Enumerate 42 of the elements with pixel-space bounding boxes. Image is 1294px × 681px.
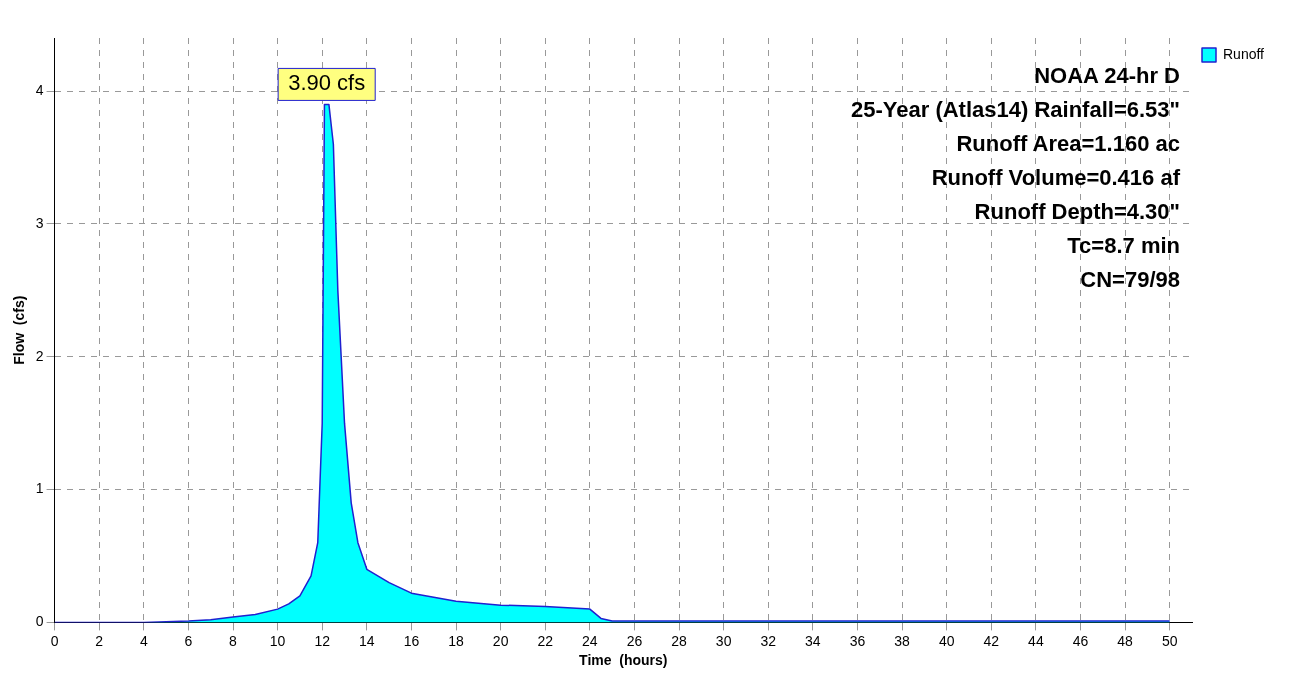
x-tick-label: 16 xyxy=(403,632,420,649)
x-tick-label: 28 xyxy=(671,632,688,649)
x-tick-label: 36 xyxy=(849,632,866,649)
y-tick-label: 3 xyxy=(35,214,44,231)
x-tick-label: 40 xyxy=(938,632,955,649)
annotation: NOAA 24-hr D xyxy=(1034,63,1180,89)
y-tick-label: 1 xyxy=(35,480,44,497)
x-tick-label: 24 xyxy=(582,632,598,649)
x-tick-label: 32 xyxy=(760,632,777,649)
annotation: Runoff Volume=0.416 af xyxy=(931,165,1181,191)
y-tick-label: 4 xyxy=(35,81,44,98)
annotation: CN=79/98 xyxy=(1080,267,1180,293)
x-tick-label: 38 xyxy=(894,632,911,649)
x-tick-label: 20 xyxy=(492,632,509,649)
annotation: Tc=8.7 min xyxy=(1067,233,1180,259)
y-tick-label: 2 xyxy=(35,347,44,364)
legend-label: Runoff xyxy=(1223,45,1265,62)
x-tick-label: 50 xyxy=(1161,632,1178,649)
x-tick-label: 34 xyxy=(805,632,821,649)
x-tick-label: 14 xyxy=(359,632,375,649)
x-tick-label: 8 xyxy=(229,632,238,649)
x-tick-label: 18 xyxy=(448,632,465,649)
y-axis-title: Flow (cfs) xyxy=(11,295,28,365)
x-tick-label: 6 xyxy=(184,632,193,649)
x-tick-label: 26 xyxy=(626,632,643,649)
x-tick-label: 22 xyxy=(537,632,554,649)
y-tick-label: 0 xyxy=(35,613,44,630)
annotation: 25-Year (Atlas14) Rainfall=6.53" xyxy=(851,97,1180,123)
x-tick-label: 12 xyxy=(314,632,331,649)
annotation: Runoff Area=1.160 ac xyxy=(956,131,1180,157)
x-tick-label: 4 xyxy=(139,632,148,649)
annotation: 3.90 cfs xyxy=(288,70,366,96)
annotation: Runoff Depth=4.30" xyxy=(974,199,1180,225)
x-tick-label: 42 xyxy=(983,632,1000,649)
x-tick-label: 2 xyxy=(95,632,104,649)
x-tick-label: 44 xyxy=(1028,632,1044,649)
x-tick-label: 48 xyxy=(1117,632,1134,649)
x-tick-label: 46 xyxy=(1072,632,1089,649)
x-tick-label: 30 xyxy=(715,632,732,649)
x-axis-title: Time (hours) xyxy=(579,652,668,669)
x-tick-label: 0 xyxy=(50,632,59,649)
x-tick-label: 10 xyxy=(269,632,286,649)
